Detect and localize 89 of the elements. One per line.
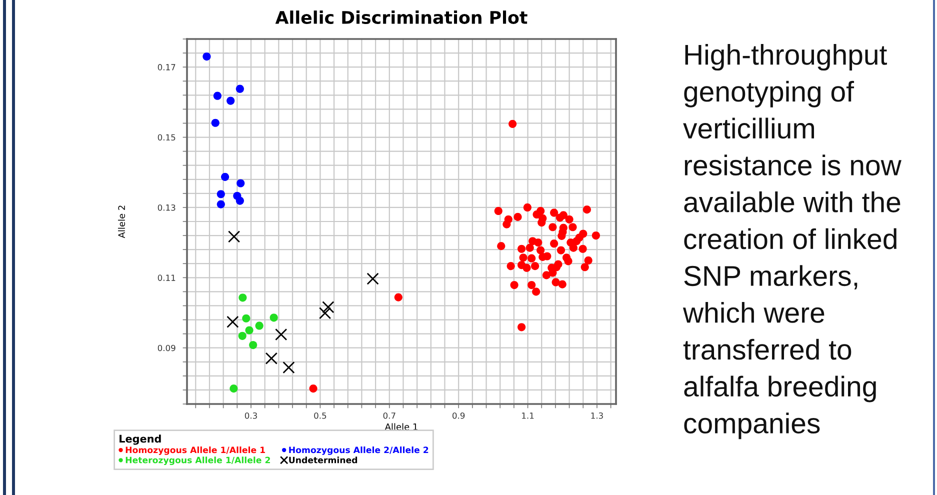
point: [213, 92, 222, 100]
point: [584, 256, 592, 265]
point: [309, 384, 318, 393]
y-axis-title: Allele 2: [118, 206, 126, 238]
text: High-throughput genotyping of verticillium resistance is now available with the creation of linked SNP markers, which were transferred to alfalfa breeding companies: [682, 44, 902, 440]
point: [216, 190, 225, 198]
point: [236, 84, 244, 93]
point: [238, 294, 247, 302]
point: [522, 264, 531, 272]
point: [211, 118, 220, 127]
y-tick-label: 0.17: [158, 64, 176, 70]
point: [255, 322, 264, 330]
point: [506, 262, 515, 270]
point: [530, 262, 540, 270]
point: [558, 232, 566, 240]
x-tick-label: 0.7: [383, 412, 396, 419]
point: [236, 179, 245, 188]
x-tick-label: 1.1: [522, 412, 534, 419]
point: [366, 272, 379, 285]
point: [265, 352, 278, 364]
point: [202, 52, 211, 61]
point: [565, 215, 574, 224]
point: [526, 244, 534, 252]
point: [394, 293, 402, 302]
point: [236, 196, 244, 205]
x-tick-label: 1.3: [591, 412, 603, 419]
point: [221, 172, 230, 181]
point: [228, 230, 240, 243]
point: [532, 288, 540, 296]
legend-label: Undetermined: [289, 456, 358, 464]
legend-label: Homozygous Allele 1/Allele 1: [126, 446, 265, 455]
point: [245, 326, 254, 334]
point: [538, 218, 546, 227]
point: [582, 206, 591, 214]
legend-label: Homozygous Allele 2/Allele 2: [289, 446, 428, 455]
legend-title: Legend: [120, 434, 161, 445]
y-tick-label: 0.15: [158, 134, 176, 141]
y-tick-label: 0.09: [158, 344, 176, 352]
point: [318, 307, 332, 320]
chart-title: Allelic Discrimination Plot: [275, 10, 528, 24]
legend-label: Heterozygous Allele 1/Allele 2: [126, 456, 270, 466]
point: [556, 246, 566, 254]
point: [216, 200, 225, 208]
point: [528, 237, 537, 246]
point: [242, 314, 250, 322]
y-tick-label: 0.13: [158, 204, 176, 211]
point: [270, 314, 278, 322]
point: [578, 244, 587, 253]
point: [226, 316, 239, 328]
point: [558, 280, 566, 288]
point: [572, 237, 581, 246]
point: [568, 223, 577, 232]
x-tick-label: 0.5: [314, 412, 326, 419]
x-axis-title: Allele 1: [384, 423, 418, 430]
point: [519, 254, 528, 262]
point: [510, 280, 518, 290]
point: [528, 254, 536, 262]
point: [275, 328, 288, 341]
point: [238, 332, 246, 340]
point: [556, 214, 564, 222]
point: [580, 263, 589, 272]
point: [562, 254, 571, 262]
point: [543, 252, 552, 260]
point: [542, 271, 551, 280]
point: [550, 208, 558, 217]
point: [528, 280, 536, 290]
point: [518, 323, 526, 332]
point: [282, 361, 295, 374]
point: [552, 278, 560, 286]
point: [569, 244, 578, 252]
point: [508, 120, 517, 128]
point: [550, 240, 558, 248]
point: [514, 212, 522, 221]
point: [518, 244, 526, 253]
x-tick-label: 0.3: [244, 412, 257, 419]
point: [592, 231, 600, 240]
point: [532, 210, 541, 219]
point: [230, 384, 238, 393]
point: [497, 242, 506, 250]
point: [494, 206, 502, 216]
point: [226, 96, 235, 105]
point: [249, 340, 258, 350]
point: [502, 220, 511, 228]
point: [523, 203, 532, 212]
point: [548, 223, 557, 232]
x-tick-label: 0.9: [452, 412, 465, 419]
y-tick-label: 0.11: [158, 274, 176, 281]
point: [322, 301, 334, 314]
point: [536, 246, 545, 254]
